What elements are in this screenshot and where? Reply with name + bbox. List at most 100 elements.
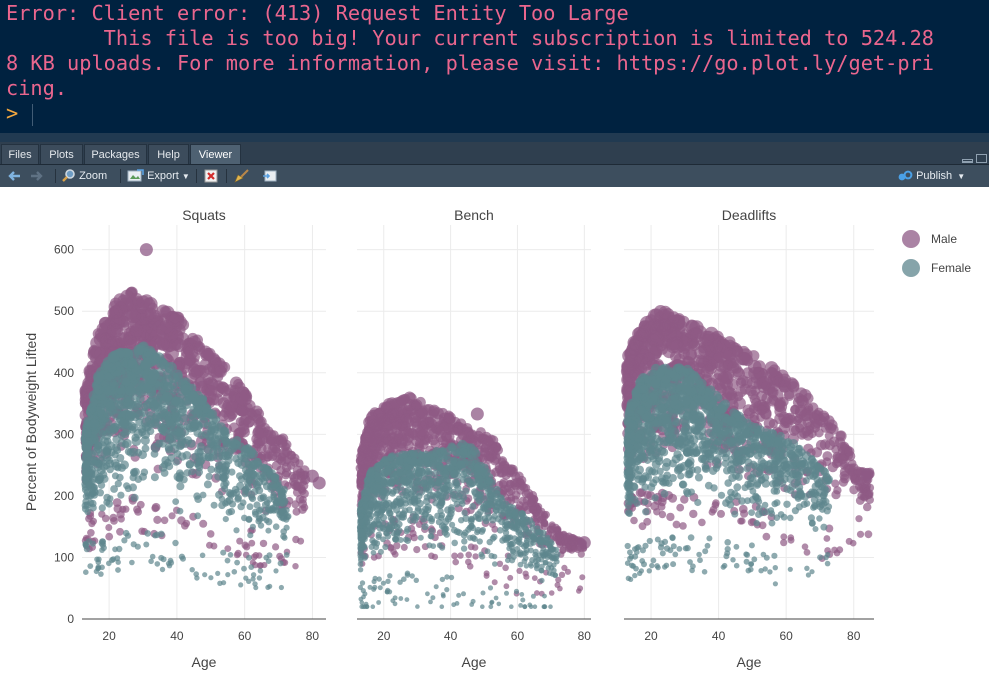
bench-female-point [421, 523, 428, 530]
squats-female-point [200, 553, 206, 559]
bench-female-point [429, 528, 435, 534]
squats-female-point [103, 373, 112, 382]
squats-female-point [81, 475, 89, 483]
squats-male-point [292, 563, 298, 569]
bench-female-point [436, 479, 444, 487]
minimize-pane-icon[interactable] [962, 159, 973, 163]
bench-male-point [519, 497, 527, 505]
tab-plots[interactable]: Plots [40, 144, 83, 164]
bench-female-point [509, 540, 516, 547]
console-prompt-line[interactable]: > [0, 101, 989, 126]
squats-female-point [246, 555, 252, 561]
squats-female-point [103, 446, 111, 454]
squats-female-point [197, 456, 206, 465]
squats-female-point [220, 481, 228, 489]
bench-female-point [362, 591, 367, 596]
squats-male-point [185, 345, 199, 359]
bench-female-point [489, 553, 495, 559]
squats-female-point [110, 556, 116, 562]
bench-female-point [476, 515, 483, 522]
scatter-chart[interactable]: Percent of Bodyweight Lifted010020030040… [0, 188, 989, 679]
x-tick-label: 80 [847, 629, 861, 643]
squats-male-point [228, 412, 237, 421]
bench-female-point [481, 591, 486, 596]
bench-female-point [396, 464, 404, 472]
bench-female-point [404, 526, 411, 533]
squats-male-point [204, 364, 215, 375]
x-tick-label: 20 [377, 629, 391, 643]
bench-male-point [559, 572, 565, 578]
bench-female-point [358, 567, 363, 572]
squats-male-point [260, 540, 267, 547]
tab-packages[interactable]: Packages [84, 144, 147, 164]
squats-female-point [96, 565, 102, 571]
publish-menu-button[interactable]: Publish ▼ [897, 168, 965, 184]
squats-female-point [191, 419, 199, 427]
tab-viewer[interactable]: Viewer [190, 144, 241, 164]
zoom-button[interactable]: Zoom [62, 168, 107, 184]
squats-female-point [162, 392, 172, 402]
bench-female-point [428, 600, 433, 605]
deadlifts-male-point [810, 419, 820, 429]
bench-male-point [405, 428, 414, 437]
deadlifts-male-point [759, 402, 769, 412]
bench-female-point [362, 495, 369, 502]
bench-male-point [380, 428, 389, 437]
bench-male-point [497, 561, 503, 567]
bench-male-point [506, 480, 514, 488]
squats-female-point [248, 564, 254, 570]
r-console[interactable]: Error: Client error: (413) Request Entit… [0, 0, 989, 133]
squats-female-point [158, 531, 165, 538]
show-in-new-window-button[interactable] [262, 168, 278, 184]
squats-male-point [98, 511, 105, 518]
bench-male-point [578, 536, 591, 549]
squats-female-point [118, 432, 126, 440]
bench-male-point [529, 506, 536, 513]
forward-arrow-icon[interactable] [30, 168, 44, 184]
squats-female-point [251, 576, 256, 581]
back-arrow-icon[interactable] [7, 168, 21, 184]
console-error-line-1: Error: Client error: (413) Request Entit… [0, 1, 989, 26]
bench-female-point [533, 554, 539, 560]
bench-female-point [454, 479, 461, 486]
x-tick-label: 80 [578, 629, 592, 643]
bench-female-point [490, 600, 495, 605]
squats-female-point [260, 464, 269, 473]
squats-female-point [226, 496, 234, 504]
squats-female-point [258, 522, 264, 528]
export-menu-button[interactable]: Export ▼ [127, 168, 190, 184]
deadlifts-male-point [849, 485, 858, 494]
deadlifts-male-point [769, 364, 781, 376]
tab-files[interactable]: Files [1, 144, 39, 164]
squats-female-point [226, 509, 233, 516]
deadlifts-male-point [795, 405, 807, 417]
bench-female-point [552, 573, 558, 579]
squats-female-point [265, 528, 271, 534]
x-tick-label: 40 [712, 629, 726, 643]
squats-female-point [181, 439, 190, 448]
tab-help[interactable]: Help [148, 144, 189, 164]
squats-female-point [264, 499, 271, 506]
publish-icon [897, 169, 913, 183]
chevron-down-icon: ▼ [182, 172, 190, 181]
squats-female-point [284, 552, 290, 558]
bench-female-point [441, 592, 446, 597]
deadlifts-male-point [666, 513, 674, 521]
pane-splitter[interactable] [0, 133, 989, 142]
squats-male-point [134, 508, 142, 516]
remove-viewer-button[interactable] [203, 168, 219, 184]
bench-female-point [387, 589, 392, 594]
clear-all-viewer-button[interactable] [233, 168, 250, 184]
bench-male-point [411, 401, 421, 411]
maximize-pane-icon[interactable] [976, 154, 987, 163]
squats-female-point [141, 469, 148, 476]
squats-female-point [121, 537, 127, 543]
deadlifts-male-point [844, 447, 853, 456]
squats-female-point [117, 492, 124, 499]
x-tick-label: 40 [444, 629, 458, 643]
deadlifts-male-point [865, 530, 873, 538]
deadlifts-male-point [780, 533, 787, 540]
bench-male-point [424, 434, 433, 443]
bench-female-point [418, 535, 424, 541]
